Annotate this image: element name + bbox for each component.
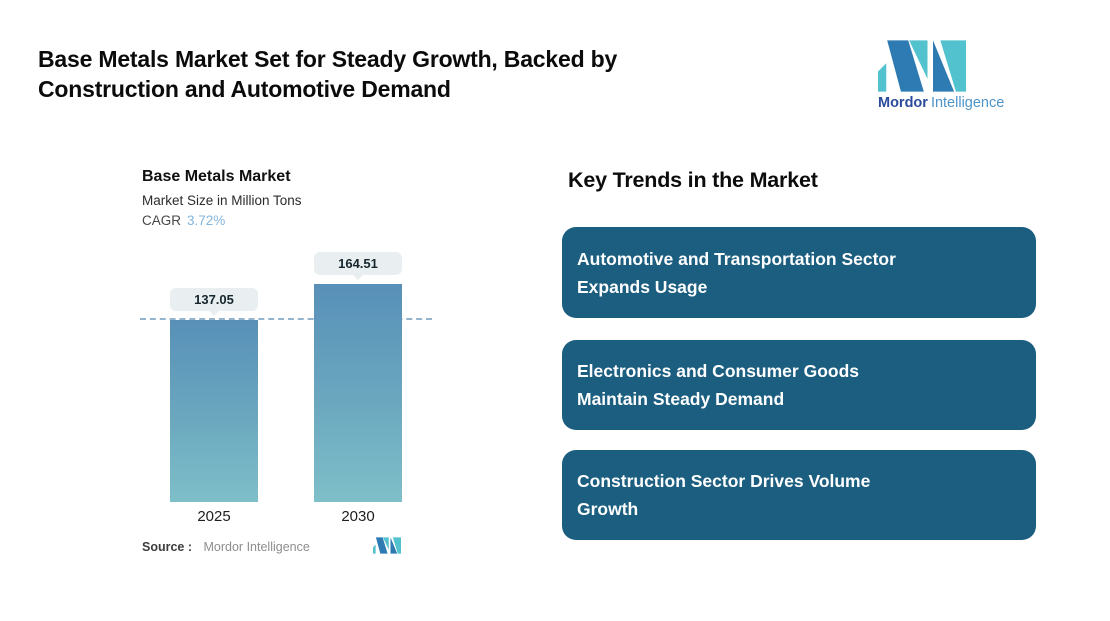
chart-subtitle: Market Size in Million Tons — [142, 193, 302, 208]
mordor-logo-wordmark: Mordor Intelligence — [878, 95, 1008, 111]
source-label: Source : — [142, 540, 193, 554]
chart-title: Base Metals Market — [142, 168, 291, 185]
x-axis-label: 2030 — [341, 508, 375, 525]
bar-value-badge: 164.51 — [314, 252, 402, 280]
trend-box-electronics: Electronics and Consumer Goods Maintain … — [562, 340, 1036, 430]
trend-box-construction: Construction Sector Drives Volume Growth — [562, 450, 1036, 540]
trend-text-line2: Growth — [577, 499, 639, 519]
chart-header: Base Metals Market Market Size in Millio… — [142, 168, 302, 228]
bar-plot: 137.05 164.51 — [140, 250, 432, 502]
page-title: Base Metals Market Set for Steady Growth… — [38, 44, 728, 104]
bar-value-badge: 137.05 — [170, 288, 258, 316]
source-value: Mordor Intelligence — [203, 540, 310, 554]
trend-text-line2: Maintain Steady Demand — [577, 389, 785, 409]
cagr-value: 3.72% — [187, 213, 226, 228]
cagr-label: CAGR — [142, 213, 182, 228]
source-row: Source : Mordor Intelligence — [142, 540, 310, 554]
trend-text-line1: Construction Sector Drives Volume — [577, 471, 871, 491]
chart-cagr: CAGR 3.72% — [142, 213, 302, 228]
mordor-logo-icon — [878, 40, 966, 92]
mordor-logo-mini-icon — [373, 537, 401, 554]
logo-word-intelligence: Intelligence — [930, 95, 1005, 111]
bar — [170, 320, 258, 502]
bar-group: 164.51 — [314, 250, 402, 502]
bar — [314, 284, 402, 502]
mordor-logo: Mordor Intelligence — [878, 40, 1008, 111]
bar-value-label: 137.05 — [194, 292, 234, 307]
trend-text-line1: Automotive and Transportation Sector — [577, 248, 896, 269]
page-title-line2: Construction and Automotive Demand — [38, 76, 451, 102]
page-title-line1: Base Metals Market Set for Steady Growth… — [38, 46, 618, 72]
logo-word-mordor: Mordor — [878, 95, 928, 111]
x-axis-label: 2025 — [197, 508, 231, 525]
reference-line — [140, 318, 432, 320]
bar-value-label: 164.51 — [338, 256, 378, 271]
trend-box-automotive: Automotive and Transportation Sector Exp… — [562, 227, 1036, 318]
trend-text-line1: Electronics and Consumer Goods — [577, 361, 859, 381]
bar-group: 137.05 — [170, 250, 258, 502]
key-trends-heading: Key Trends in the Market — [568, 168, 818, 192]
trend-text-line2: Expands Usage — [577, 276, 708, 297]
